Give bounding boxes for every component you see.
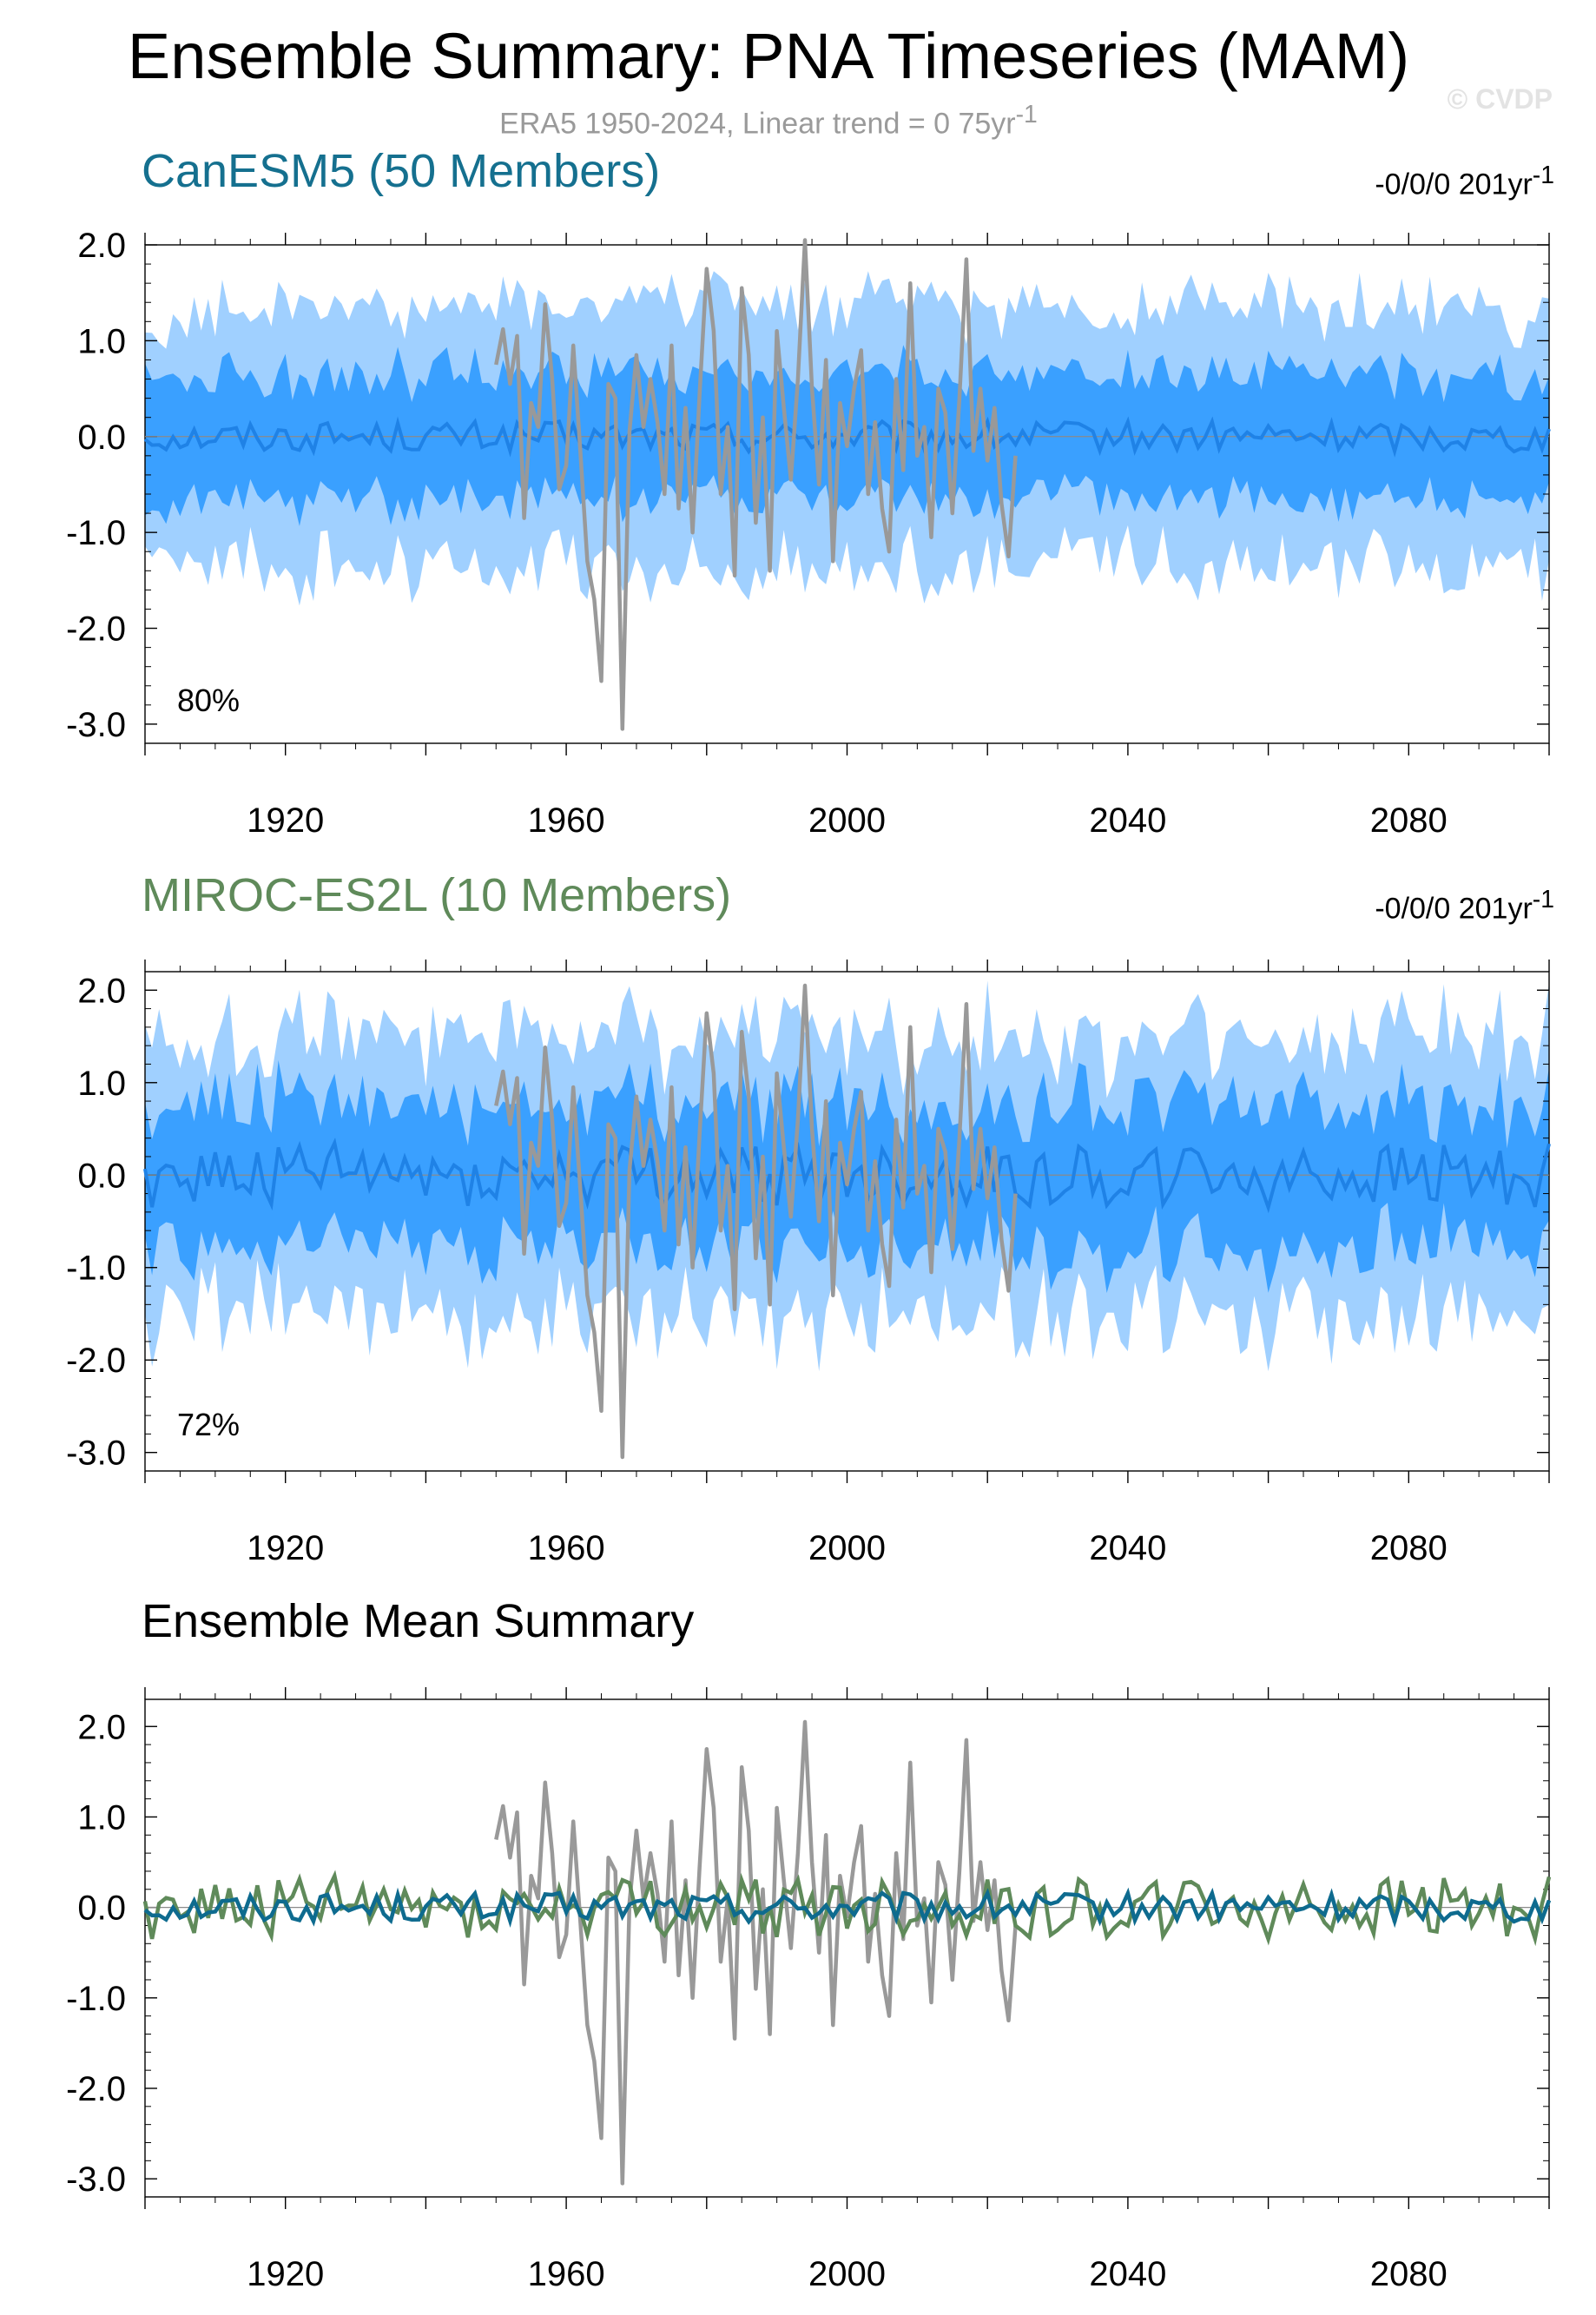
panel-3-x-tick-label: 1960 <box>528 2255 605 2293</box>
panel-1-x-tick-label: 2080 <box>1370 801 1448 840</box>
panel-1-x-tick-label: 2000 <box>808 801 886 840</box>
panel-2-title: MIROC-ES2L (10 Members) <box>142 869 732 921</box>
panel-3-era5-line <box>494 1719 1018 2186</box>
panel-1-x-tick-label: 2040 <box>1089 801 1166 840</box>
panel-1-x-tick-label: 1920 <box>247 801 324 840</box>
panel-3-x-tick-label: 2000 <box>808 2255 886 2293</box>
figure-title: Ensemble Summary: PNA Timeseries (MAM) <box>127 20 1410 92</box>
panel-3-canesm5-mean-line <box>143 1887 1552 1929</box>
panel-1-trend: -0/0/0 201yr-1 <box>1375 162 1554 201</box>
panel-3-y-tick-label: 2.0 <box>77 1708 126 1746</box>
panel-2-y-tick-label: 2.0 <box>77 972 126 1010</box>
panel-1-y-tick-label: 2.0 <box>77 227 126 265</box>
panel-3-y-tick-label: 0.0 <box>77 1890 126 1928</box>
panel-2-x-tick-label: 2000 <box>808 1529 886 1567</box>
panel-1-title: CanESM5 (50 Members) <box>142 145 661 197</box>
panel-2-x-tick-label: 2040 <box>1089 1529 1166 1567</box>
panel-1-y-tick-label: -1.0 <box>66 514 126 552</box>
panel-1-y-tick-label: 0.0 <box>77 419 126 457</box>
panel-3-y-tick-label: -3.0 <box>66 2160 126 2199</box>
panel-2-ensemble-mean-line <box>143 1138 1551 1214</box>
panel-2-trend: -0/0/0 201yr-1 <box>1375 886 1554 926</box>
panel-2-y-tick-label: 0.0 <box>77 1157 126 1195</box>
panel-3-x-tick-label: 1920 <box>247 2255 324 2293</box>
panel-1-trend-text: -0/0/0 201yr <box>1375 168 1533 201</box>
panel-2-y-tick-label: -3.0 <box>66 1435 126 1473</box>
panel-3-title: Ensemble Mean Summary <box>142 1595 695 1647</box>
subtitle-superscript: -1 <box>1015 101 1038 129</box>
panel-1-y-tick-label: 1.0 <box>77 322 126 360</box>
panel-1-x-tick-label: 1960 <box>528 801 605 840</box>
panel-2-trend-text: -0/0/0 201yr <box>1375 892 1533 926</box>
panel-2-percent: 72% <box>177 1407 241 1442</box>
panel-3-x-tick-label: 2080 <box>1370 2255 1448 2293</box>
panel-1-y-tick-label: -2.0 <box>66 610 126 649</box>
panel-2-x-tick-label: 2080 <box>1370 1529 1448 1567</box>
panel-3-y-tick-label: -2.0 <box>66 2070 126 2108</box>
subtitle-text: ERA5 1950-2024, Linear trend = 0 75yr <box>499 107 1016 141</box>
panel-3-x-tick-label: 2040 <box>1089 2255 1166 2293</box>
panel-2-y-tick-label: -2.0 <box>66 1342 126 1380</box>
panel-1-percent: 80% <box>177 683 241 718</box>
panel-1-era5-line <box>494 238 1018 731</box>
figure-subtitle: ERA5 1950-2024, Linear trend = 0 75yr-1 <box>0 101 1537 141</box>
panel-2-x-tick-label: 1920 <box>247 1529 324 1567</box>
panel-1-y-tick-label: -3.0 <box>66 706 126 744</box>
panel-2-era5-line <box>494 983 1018 1460</box>
panel-1-trend-superscript: -1 <box>1532 162 1554 189</box>
cvdp-watermark: © CVDP <box>1447 83 1553 115</box>
panel-2-trend-superscript: -1 <box>1532 886 1554 913</box>
panel-3-y-tick-label: 1.0 <box>77 1798 126 1837</box>
panel-2-x-tick-label: 1960 <box>528 1529 605 1567</box>
panel-3-frame <box>144 1698 1550 2198</box>
panel-2-y-tick-label: 1.0 <box>77 1065 126 1103</box>
panel-3-y-tick-label: -1.0 <box>66 1980 126 2018</box>
panel-2-y-tick-label: -1.0 <box>66 1250 126 1288</box>
